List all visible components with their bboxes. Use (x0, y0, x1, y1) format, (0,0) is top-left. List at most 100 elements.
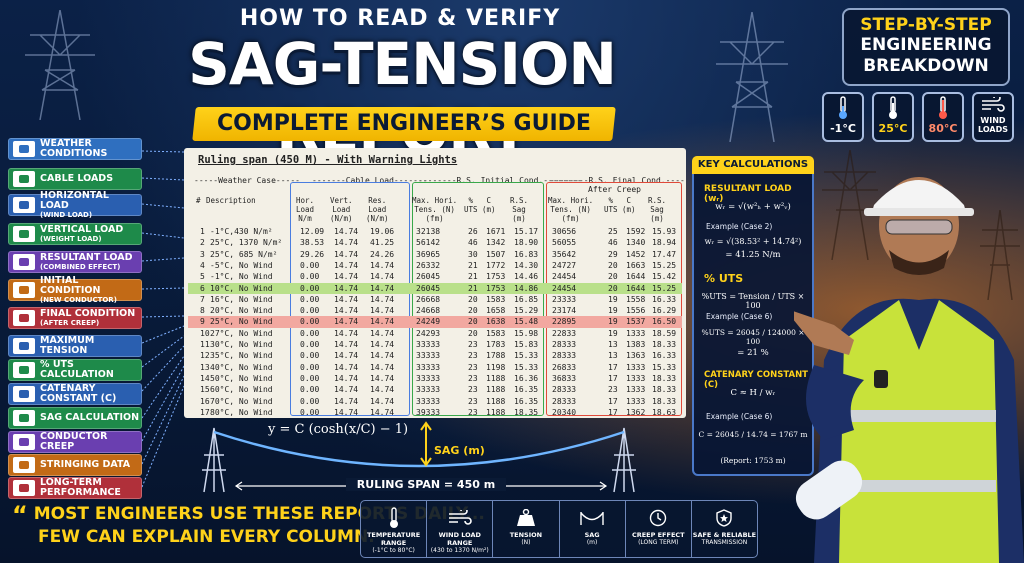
table-cell: 15.48 (514, 317, 539, 327)
sag-icon (580, 512, 604, 525)
table-cell: 14.74 (370, 351, 395, 361)
uts-formula: %UTS = Tension / UTS × 100 (701, 292, 805, 310)
table-cell: 1671 (486, 227, 506, 236)
table-cell: 15 (200, 385, 210, 395)
table-cell: 18.33 (652, 385, 677, 395)
table-cell: 18.90 (514, 238, 539, 248)
strip-label-wind: WIND LOAD RANGE (438, 531, 481, 547)
table-cell: 0.00 (300, 294, 320, 304)
column-header: R.S. Sag (m) (510, 196, 529, 223)
column-header: Max. Hori. Tens. (N) (fm) (412, 196, 458, 223)
table-cell: 29 (608, 249, 618, 259)
column-header: Hor. Load N/m (296, 196, 315, 223)
sidebar-item-sag-calculation: SAG CALCULATION (8, 407, 142, 429)
conductor-curve (213, 430, 625, 468)
table-cell: 26045 (416, 283, 441, 293)
table-row: 7 16°C, No Wind 0.00 14.74 14.74 26668 20 1583 1… (188, 294, 682, 306)
sidebar-item-label: LONG-TERM PERFORMANCE (40, 478, 141, 498)
table-cell: 4 (200, 260, 205, 270)
strip-label-safe: SAFE & RELIABLE (692, 531, 757, 539)
table-cell: 38.53 (300, 238, 325, 248)
table-cell: 27°C, No Wind (210, 328, 273, 338)
table-row: 10 27°C, No Wind 0.00 14.74 14.74 24293 20 1583… (188, 328, 682, 340)
table-cell: 1537 (626, 317, 646, 327)
table-cell: 7 (200, 294, 205, 304)
table-cell: 6 (200, 283, 205, 293)
table-cell: 17 (200, 407, 210, 417)
group-initial: --------R.S. Initial Cond.-------- (418, 176, 582, 185)
table-cell: 28333 (552, 396, 577, 406)
table-cell: 18.63 (652, 407, 677, 417)
table-cell: 14.74 (334, 306, 359, 316)
sidebar-item-label: MAXIMUM TENSION (40, 336, 141, 356)
column-header: R.S. Sag (m) (648, 196, 667, 223)
table-cell: 16.29 (652, 306, 677, 316)
table-row: 17 80°C, No Wind 0.00 14.74 14.74 39333 23 1188… (188, 407, 682, 418)
table-cell: 1658 (486, 306, 506, 316)
table-cell: 15.25 (652, 260, 677, 270)
resultant-load-calc: wᵣ = √(38.53² + 14.74²) (704, 237, 802, 246)
table-cell: 8 (200, 306, 205, 316)
table-cell: 19 (608, 317, 618, 327)
sag-label: SAG (m) (434, 444, 485, 457)
table-cell: 14.74 (370, 306, 395, 316)
resultant-load-example: Example (Case 2) (706, 222, 773, 231)
wind-icon (448, 510, 472, 525)
connector-lines (142, 150, 185, 488)
thermometer-icon (839, 96, 847, 119)
table-cell: 15.33 (652, 362, 677, 372)
table-cell: 16.83 (514, 249, 539, 259)
table-cell: 21 (468, 272, 478, 282)
table-cell: 16.50 (652, 317, 677, 327)
table-cell: 56055 (552, 238, 577, 248)
table-cell: 26332 (416, 260, 441, 270)
table-cell: 0.00 (300, 272, 320, 282)
table-cell: 16.35 (514, 396, 539, 406)
sag-tension-report-table: Ruling span (450 M) - With Warning Light… (184, 148, 686, 418)
table-cell: 16.35 (514, 385, 539, 395)
strip-label-temperature: TEMPERATURE RANGE (366, 531, 421, 547)
arrow-down-icon (13, 226, 35, 242)
table-cell: 14.74 (334, 227, 359, 236)
table-cell: 26 (468, 227, 478, 236)
table-cell: 18.33 (652, 396, 677, 406)
table-cell: 1188 (486, 407, 506, 417)
table-cell: 22895 (552, 317, 577, 327)
sidebar-item-title: % UTS CALCULATION (40, 359, 114, 380)
title-banner: COMPLETE ENGINEER’S GUIDE (192, 107, 616, 141)
table-cell: 60°C, No Wind (210, 385, 273, 395)
initial-cond-box (412, 182, 544, 416)
condition-label-hot: 80°C (928, 122, 958, 135)
chart-up-icon (13, 480, 35, 496)
strip-item-safe: SAFE & RELIABLE TRANSMISSION (692, 501, 757, 557)
uts-example: Example (Case 6) (706, 312, 773, 321)
table-cell: 1644 (626, 283, 646, 293)
table-cell: 25°C, 685 N/m² (210, 249, 278, 259)
stringing-icon (13, 457, 35, 473)
sidebar-item-title: RESULTANT LOAD (40, 252, 133, 263)
sidebar-item-catenary-constant-c: CATENARY CONSTANT (C) (8, 383, 142, 405)
column-header: % UTS (464, 196, 478, 214)
table-cell: 20°C, No Wind (210, 306, 273, 316)
sidebar-item-title: CATENARY CONSTANT (C) (40, 383, 117, 404)
column-header: Max. Hori. Tens. (N) (fm) (548, 196, 594, 223)
sidebar-item-vertical-load: VERTICAL LOAD (WEIGHT LOAD) (8, 223, 142, 245)
tower-edge-icon (980, 210, 1020, 300)
tower-far-right-icon (822, 150, 878, 260)
table-cell: 24727 (552, 260, 577, 270)
table-cell: 33333 (416, 373, 441, 383)
arrow-right-icon (13, 197, 35, 213)
strip-sub-temperature: (-1°C to 80°C) (372, 547, 415, 554)
table-cell: 25°C, 1370 N/m² (210, 238, 283, 248)
table-cell: 1556 (626, 306, 646, 316)
quote-mark-icon: “ (12, 501, 28, 529)
table-cell: 23 (468, 340, 478, 349)
engineer-illustration (794, 177, 1024, 563)
table-cell: 26668 (416, 294, 441, 304)
table-cell: 1333 (626, 396, 646, 406)
strip-item-temperature: TEMPERATURE RANGE (-1°C to 80°C) (361, 501, 428, 557)
resultant-load-title: RESULTANT LOAD (wᵣ) (704, 184, 792, 204)
table-cell: 15.17 (514, 227, 539, 236)
table-cell: 28333 (552, 340, 577, 349)
clock-icon (13, 282, 35, 298)
